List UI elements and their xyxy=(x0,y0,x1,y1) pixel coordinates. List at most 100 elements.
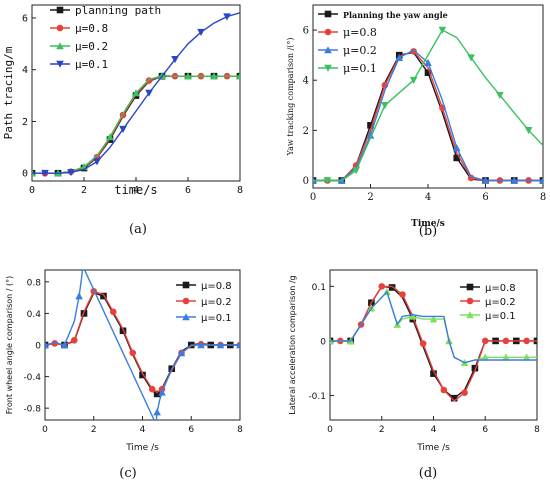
legend: μ=0.8 μ=0.2 μ=0.1 xyxy=(176,281,232,324)
data-point xyxy=(366,131,375,139)
data-point xyxy=(522,353,531,361)
data-point xyxy=(32,169,36,177)
data-point xyxy=(378,283,386,290)
legend-marker xyxy=(324,64,332,72)
series-line xyxy=(45,270,240,420)
data-point xyxy=(210,72,218,80)
y-tick-label: 2 xyxy=(303,126,309,137)
series-line xyxy=(330,285,537,402)
data-point xyxy=(524,127,533,135)
data-point xyxy=(236,72,240,80)
legend-label: μ=0.2 xyxy=(343,44,377,57)
y-tick-label: 6 xyxy=(303,26,309,37)
panel-c: 0 2 4 6 8 -0.8 -0.4 0 0.4 0.8 Time /s Front wheel a… xyxy=(5,262,243,481)
data-point xyxy=(481,353,490,361)
data-point xyxy=(75,292,83,300)
data-point xyxy=(60,341,69,349)
data-point xyxy=(352,167,360,175)
data-point xyxy=(223,13,231,21)
legend-marker xyxy=(466,311,474,319)
legend-label: μ=0.1 xyxy=(75,58,108,71)
series-line xyxy=(32,12,240,174)
legend-label: planning path xyxy=(75,4,161,17)
data-point xyxy=(45,341,49,349)
data-point xyxy=(145,89,153,97)
data-point xyxy=(496,91,504,100)
x-tick-label: 2 xyxy=(367,192,373,203)
series-line xyxy=(330,291,537,364)
data-point xyxy=(100,292,107,300)
data-point xyxy=(502,353,510,361)
legend-marker xyxy=(56,24,64,32)
data-point xyxy=(523,337,530,345)
x-tick-label: 2 xyxy=(379,425,385,435)
legend-label: μ=0.8 xyxy=(75,22,108,35)
legend: Planning the yaw angle μ=0.8 μ=0.2 μ=0.1 xyxy=(318,10,448,75)
panel-caption: (a) xyxy=(129,222,147,237)
y-tick-label: 0.1 xyxy=(312,283,326,293)
legend-marker xyxy=(182,281,190,289)
series-group xyxy=(45,262,240,420)
data-point xyxy=(236,341,240,349)
y-axis-label: Path tracing/m xyxy=(2,46,15,139)
data-point xyxy=(467,174,475,182)
panel-caption: (d) xyxy=(419,466,437,481)
y-tick-label: 2 xyxy=(22,117,28,128)
data-point xyxy=(429,315,438,323)
data-point xyxy=(419,340,427,347)
y-tick-label: 0 xyxy=(320,337,326,347)
data-point xyxy=(409,76,418,85)
data-point xyxy=(430,370,437,377)
y-tick-label: 6 xyxy=(22,13,28,24)
panel-a: 0 2 4 6 8 0 2 4 6 time/s Path tracing/m (a) planning… xyxy=(2,4,243,237)
legend-label: μ=0.2 xyxy=(75,40,108,53)
data-point xyxy=(41,169,49,178)
y-tick-label: -0.8 xyxy=(23,405,41,415)
data-point xyxy=(106,133,114,141)
y-tick-label: 4 xyxy=(303,76,309,87)
x-tick-label: 0 xyxy=(42,425,48,435)
y-axis-label: Lateral acceleration comparison /g xyxy=(288,275,297,414)
legend-marker xyxy=(324,10,332,18)
x-tick-label: 6 xyxy=(482,192,488,203)
legend-marker xyxy=(466,283,474,291)
data-point xyxy=(93,158,101,166)
legend-label: μ=0.8 xyxy=(201,281,232,292)
x-tick-label: 4 xyxy=(140,425,146,435)
x-tick-label: 4 xyxy=(133,185,139,196)
y-axis-label: Yaw tracking comparison /(°) xyxy=(286,37,295,156)
data-point xyxy=(197,341,205,349)
data-point xyxy=(51,340,59,347)
y-tick-label: 0.4 xyxy=(27,310,42,320)
panel-caption: (c) xyxy=(119,466,136,481)
x-axis-label: Time/s xyxy=(411,219,445,229)
data-point xyxy=(70,336,78,344)
x-tick-label: 2 xyxy=(81,185,87,196)
x-tick-label: 4 xyxy=(431,425,437,435)
y-axis-label: Front wheel angle comparison / (°) xyxy=(5,276,14,414)
legend-label: μ=0.8 xyxy=(343,26,377,39)
data-point xyxy=(395,53,404,61)
data-point xyxy=(467,54,475,62)
y-tick-label: 0 xyxy=(35,342,41,352)
data-point xyxy=(367,122,374,129)
x-tick-label: 8 xyxy=(237,425,243,435)
y-tick-label: -0.1 xyxy=(308,392,326,402)
legend-label: μ=0.2 xyxy=(485,297,516,308)
data-point xyxy=(79,262,87,269)
data-point xyxy=(119,125,127,134)
x-tick-label: 8 xyxy=(540,192,546,203)
panel-d: 0 2 4 6 8 -0.1 0 0.1 Time /s Lateral acceleration… xyxy=(288,269,540,481)
data-point xyxy=(177,349,186,357)
x-tick-label: 8 xyxy=(534,425,540,435)
series-line xyxy=(313,29,543,182)
data-point xyxy=(481,337,489,345)
legend-marker xyxy=(182,313,190,321)
legend-label: μ=0.2 xyxy=(201,297,232,308)
legend-marker xyxy=(56,42,64,50)
legend-label: μ=0.1 xyxy=(343,62,377,75)
data-point xyxy=(399,291,406,298)
series-group xyxy=(330,283,537,402)
data-point xyxy=(424,58,432,66)
